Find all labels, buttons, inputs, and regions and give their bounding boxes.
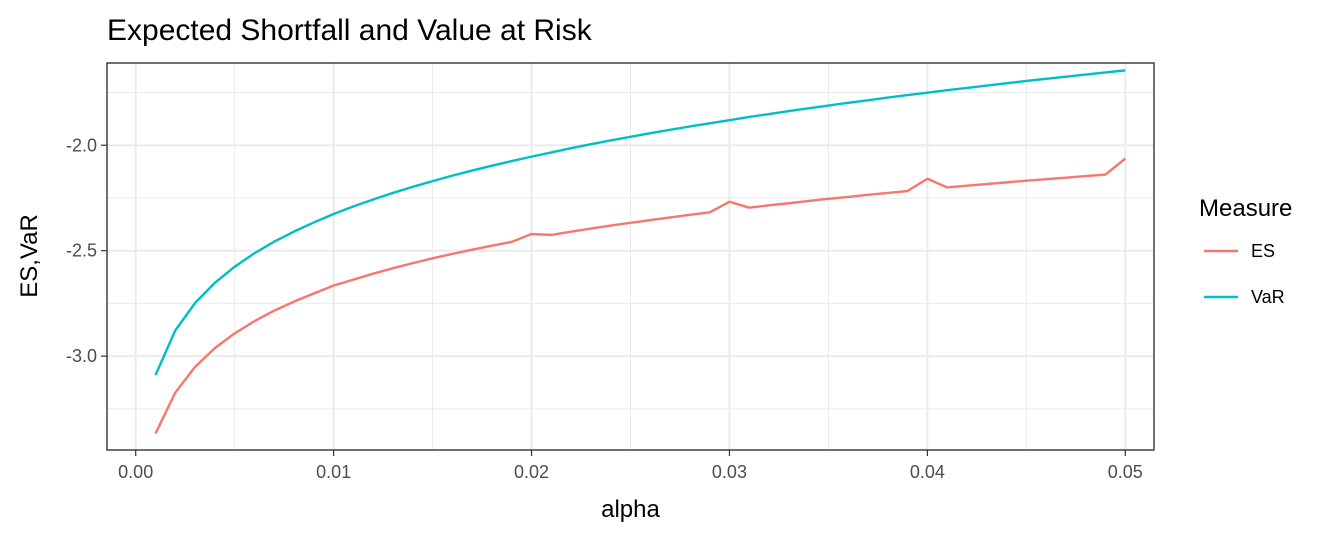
legend-title: Measure bbox=[1199, 195, 1292, 222]
x-tick-label: 0.01 bbox=[316, 462, 351, 482]
x-tick-label: 0.02 bbox=[514, 462, 549, 482]
series-lines bbox=[154, 69, 1127, 435]
x-axis-title: alpha bbox=[601, 496, 660, 523]
y-tick-label: -2.0 bbox=[66, 135, 97, 155]
plot-area bbox=[106, 62, 1155, 451]
legend-label: ES bbox=[1251, 241, 1275, 261]
series-line-var bbox=[154, 69, 1126, 376]
major-gridlines bbox=[107, 63, 1154, 450]
legend-items: ES VaR bbox=[1204, 241, 1285, 307]
x-tick-label: 0.05 bbox=[1108, 462, 1143, 482]
chart-title: Expected Shortfall and Value at Risk bbox=[107, 14, 593, 47]
x-axis: 0.00 0.01 0.02 0.03 0.04 0.05 bbox=[118, 450, 1143, 482]
y-tick-label: -2.5 bbox=[66, 241, 97, 261]
panel-border bbox=[106, 62, 1155, 451]
legend-key-es: ES bbox=[1204, 241, 1275, 261]
y-tick-label: -3.0 bbox=[66, 346, 97, 366]
x-tick-label: 0.00 bbox=[118, 462, 153, 482]
series-line-es bbox=[154, 157, 1127, 435]
legend: Measure ES VaR bbox=[1199, 195, 1292, 307]
legend-key-var: VaR bbox=[1204, 287, 1285, 307]
y-axis: -3.0 -2.5 -2.0 bbox=[66, 135, 107, 366]
x-tick-label: 0.03 bbox=[712, 462, 747, 482]
y-axis-title: ES,VaR bbox=[16, 214, 43, 298]
legend-label: VaR bbox=[1251, 287, 1285, 307]
minor-gridlines bbox=[107, 63, 1154, 450]
x-tick-label: 0.04 bbox=[910, 462, 945, 482]
